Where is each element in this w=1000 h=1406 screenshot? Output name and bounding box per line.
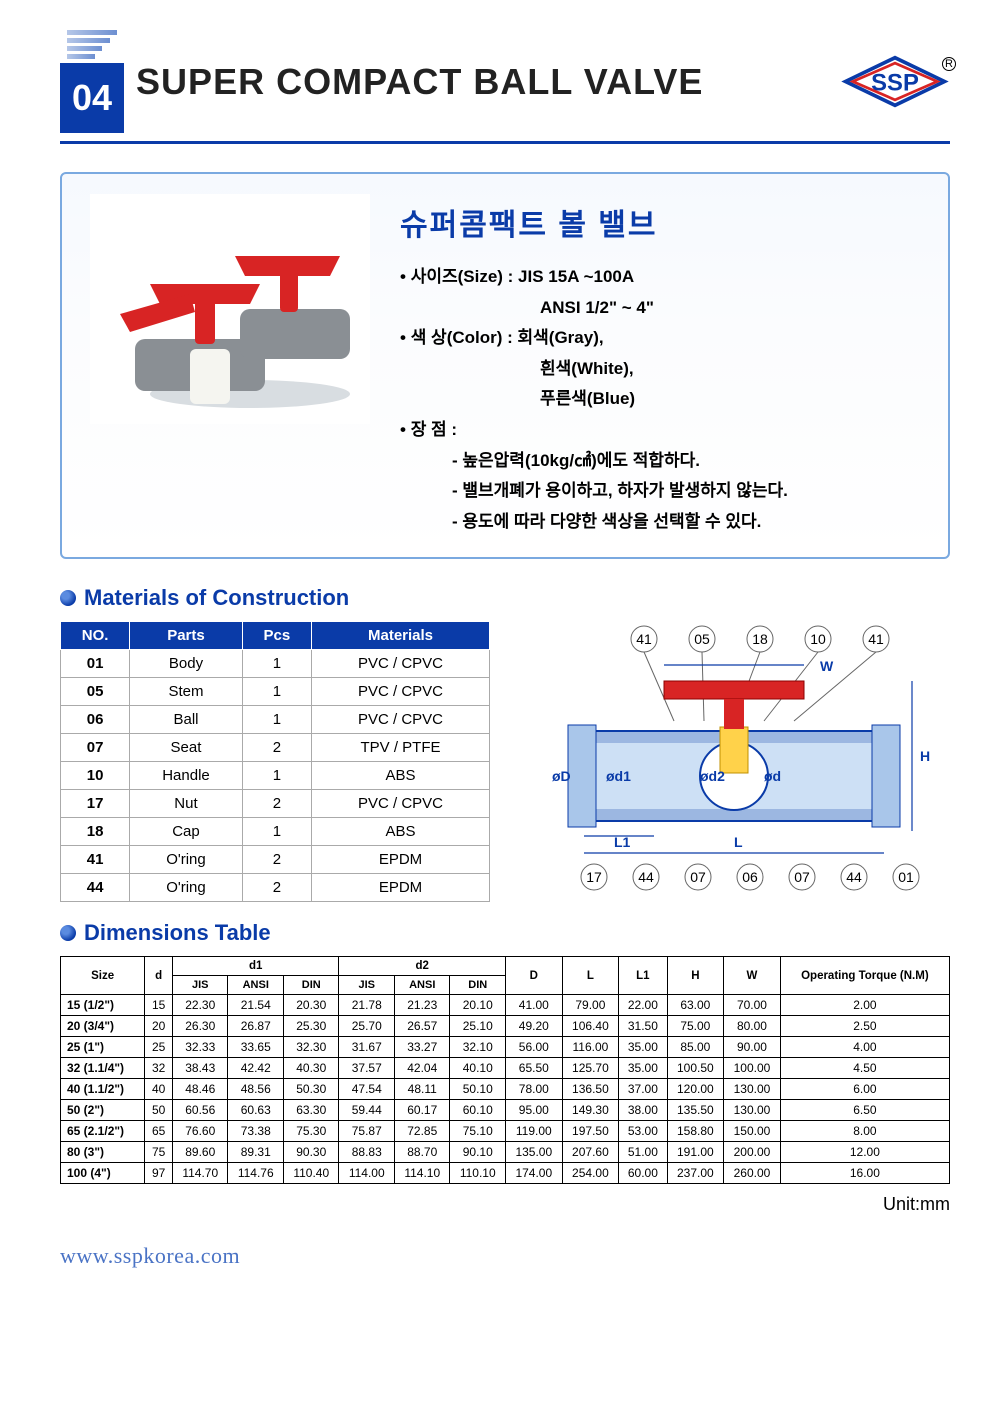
- svg-text:H: H: [920, 748, 930, 764]
- page-number: 04: [60, 63, 124, 133]
- table-row: 40 (1.1/2")4048.4648.5650.3047.5448.1150…: [61, 1079, 950, 1100]
- cross-section-diagram: 41 05 18 10 41 øD ød1: [518, 621, 950, 891]
- decor-bars: [67, 30, 117, 59]
- section-dimensions-title: Dimensions Table: [60, 920, 950, 946]
- dim-subcol: JIS: [339, 976, 395, 995]
- svg-text:41: 41: [868, 631, 884, 647]
- table-row: 20 (3/4")2026.3026.8725.3025.7026.5725.1…: [61, 1016, 950, 1037]
- table-row: 44O'ring2EPDM: [61, 874, 490, 902]
- dim-subcol: JIS: [172, 976, 228, 995]
- table-row: 07Seat2TPV / PTFE: [61, 734, 490, 762]
- dim-col: D: [505, 957, 562, 995]
- dim-col: L: [562, 957, 619, 995]
- spec-color3: 푸른색(Blue): [400, 384, 920, 415]
- dim-col: d1: [172, 957, 339, 976]
- info-panel: 슈퍼콤팩트 볼 밸브 사이즈(Size) : JIS 15A ~100A ANS…: [60, 172, 950, 559]
- svg-text:øD: øD: [552, 768, 571, 784]
- header: 04 SUPER COMPACT BALL VALVE SSP R: [60, 30, 950, 144]
- svg-text:44: 44: [638, 869, 654, 885]
- dim-col: L1: [619, 957, 667, 995]
- table-row: 06Ball1PVC / CPVC: [61, 706, 490, 734]
- page-title: SUPER COMPACT BALL VALVE: [136, 61, 828, 103]
- table-row: 50 (2")5060.5660.6363.3059.4460.1760.109…: [61, 1100, 950, 1121]
- dim-subcol: ANSI: [394, 976, 450, 995]
- table-row: 10Handle1ABS: [61, 762, 490, 790]
- spec-adv3: 용도에 따라 다양한 색상을 선택할 수 있다.: [400, 507, 920, 538]
- materials-col: NO.: [61, 622, 130, 650]
- dim-col: W: [724, 957, 781, 995]
- footer-url: www.sspkorea.com: [60, 1243, 950, 1269]
- materials-col: Materials: [312, 622, 490, 650]
- product-photo: [90, 194, 370, 424]
- section-materials-title: Materials of Construction: [60, 585, 950, 611]
- dim-subcol: DIN: [283, 976, 339, 995]
- info-text: 슈퍼콤팩트 볼 밸브 사이즈(Size) : JIS 15A ~100A ANS…: [400, 194, 920, 537]
- dim-col: Size: [61, 957, 145, 995]
- svg-text:07: 07: [690, 869, 706, 885]
- dim-col: d2: [339, 957, 506, 976]
- svg-text:ød: ød: [764, 768, 781, 784]
- korean-title: 슈퍼콤팩트 볼 밸브: [400, 200, 920, 244]
- svg-text:41: 41: [636, 631, 652, 647]
- table-row: 25 (1")2532.3333.6532.3031.6733.2732.105…: [61, 1037, 950, 1058]
- unit-label: Unit:mm: [60, 1194, 950, 1215]
- table-row: 100 (4")97114.70114.76110.40114.00114.10…: [61, 1163, 950, 1184]
- svg-text:L: L: [734, 834, 743, 850]
- dim-col: d: [145, 957, 173, 995]
- spec-color: 색 상(Color) : 회색(Gray),: [400, 323, 920, 354]
- spec-size2: ANSI 1/2" ~ 4": [400, 293, 920, 324]
- registered-mark: R: [942, 57, 956, 71]
- table-row: 01Body1PVC / CPVC: [61, 650, 490, 678]
- svg-text:05: 05: [694, 631, 710, 647]
- spec-adv2: 밸브개폐가 용이하고, 하자가 발생하지 않는다.: [400, 476, 920, 507]
- svg-text:18: 18: [752, 631, 768, 647]
- brand-logo: SSP R: [840, 54, 950, 109]
- svg-text:ød2: ød2: [700, 768, 725, 784]
- dim-subcol: DIN: [450, 976, 506, 995]
- table-row: 15 (1/2")1522.3021.5420.3021.7821.2320.1…: [61, 995, 950, 1016]
- materials-col: Parts: [130, 622, 243, 650]
- table-row: 18Cap1ABS: [61, 818, 490, 846]
- table-row: 65 (2.1/2")6576.6073.3875.3075.8772.8575…: [61, 1121, 950, 1142]
- table-row: 17Nut2PVC / CPVC: [61, 790, 490, 818]
- table-row: 05Stem1PVC / CPVC: [61, 678, 490, 706]
- spec-color2: 흰색(White),: [400, 354, 920, 385]
- spec-adv1: 높은압력(10kg/㎠)에도 적합하다.: [400, 446, 920, 477]
- table-row: 41O'ring2EPDM: [61, 846, 490, 874]
- spec-size: 사이즈(Size) : JIS 15A ~100A: [400, 262, 920, 293]
- dimensions-table: Sizedd1d2DLL1HWOperating Torque (N.M) JI…: [60, 956, 950, 1184]
- svg-text:ød1: ød1: [606, 768, 631, 784]
- table-row: 80 (3")7589.6089.3190.3088.8388.7090.101…: [61, 1142, 950, 1163]
- svg-text:10: 10: [810, 631, 826, 647]
- dim-col: Operating Torque (N.M): [780, 957, 949, 995]
- dim-subcol: ANSI: [228, 976, 284, 995]
- spec-adv-label: 장 점 :: [400, 415, 920, 446]
- materials-table: NO.PartsPcsMaterials 01Body1PVC / CPVC05…: [60, 621, 490, 902]
- svg-text:07: 07: [794, 869, 810, 885]
- table-row: 32 (1.1/4")3238.4342.4240.3037.5742.0440…: [61, 1058, 950, 1079]
- svg-text:SSP: SSP: [871, 70, 919, 97]
- dim-col: H: [667, 957, 724, 995]
- page: 04 SUPER COMPACT BALL VALVE SSP R: [0, 0, 1000, 1299]
- svg-text:17: 17: [586, 869, 602, 885]
- svg-text:44: 44: [846, 869, 862, 885]
- materials-col: Pcs: [242, 622, 311, 650]
- svg-text:W: W: [820, 658, 834, 674]
- svg-text:06: 06: [742, 869, 758, 885]
- svg-text:01: 01: [898, 869, 914, 885]
